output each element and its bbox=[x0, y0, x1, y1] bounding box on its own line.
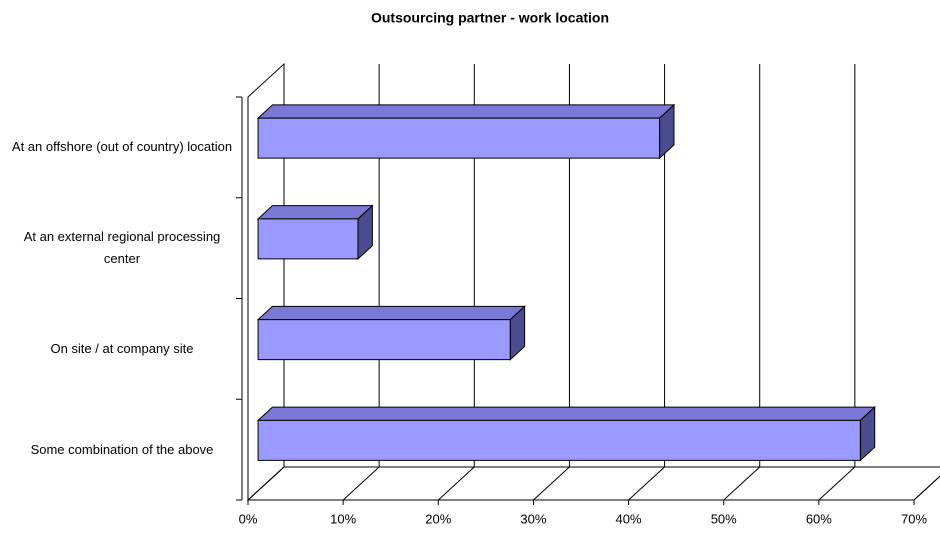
back-wall bbox=[284, 64, 940, 467]
x-tick-label: 60% bbox=[806, 511, 832, 526]
floor-grid-line bbox=[628, 466, 665, 501]
bar bbox=[257, 117, 661, 159]
bar bbox=[257, 218, 359, 260]
floor-grid-line bbox=[913, 475, 940, 501]
y-tick-label: On site / at company site bbox=[50, 340, 194, 356]
bar-top bbox=[256, 305, 526, 321]
bar bbox=[257, 319, 511, 361]
y-tick-label: At an offshore (out of country) location bbox=[11, 139, 233, 155]
floor-grid-line bbox=[437, 466, 475, 501]
floor-grid-line bbox=[533, 466, 570, 501]
x-tick-label: 30% bbox=[520, 511, 546, 526]
y-tick-label: At an external regional processing cente… bbox=[23, 229, 221, 267]
x-tick-label: 0% bbox=[239, 511, 258, 526]
chart-title: Outsourcing partner - work location bbox=[371, 10, 609, 26]
x-tick-label: 50% bbox=[711, 511, 737, 526]
bar bbox=[257, 419, 861, 461]
floor-grid-line bbox=[818, 466, 856, 501]
x-tick-label: 40% bbox=[616, 511, 642, 526]
bar-top bbox=[256, 205, 374, 220]
bar-top bbox=[256, 104, 676, 119]
x-tick-label: 20% bbox=[425, 511, 451, 526]
y-tick-label: Some combination of the above bbox=[30, 441, 214, 457]
floor-grid-line bbox=[723, 466, 761, 501]
x-tick-label: 10% bbox=[330, 511, 356, 526]
bar-top bbox=[256, 406, 877, 421]
floor-grid-line bbox=[342, 466, 380, 501]
x-tick-label: 70% bbox=[901, 511, 927, 526]
floor-grid-line bbox=[247, 466, 285, 501]
